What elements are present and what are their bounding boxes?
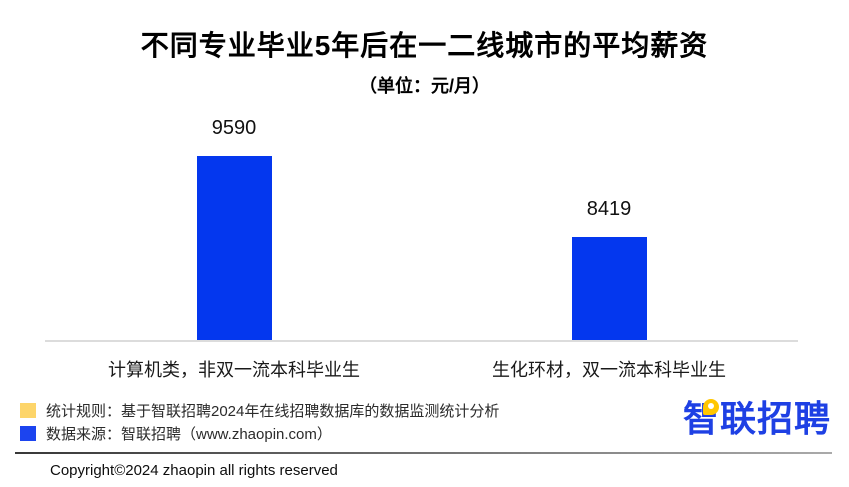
note-text: 数据来源：智联招聘（www.zhaopin.com）: [46, 426, 332, 443]
yellow-square-icon: [20, 403, 36, 418]
category-label-computer: 计算机类，非双一流本科毕业生: [108, 360, 360, 380]
bar-biochem: [571, 237, 647, 341]
x-axis-line: [45, 340, 798, 342]
chart-unit-subtitle: （单位：元/月）: [358, 76, 490, 96]
category-label-biochem: 生化环材，双一流本科毕业生: [492, 360, 726, 380]
footer-notes: 统计规则：基于智联招聘2024年在线招聘数据库的数据监测统计分析 数据来源：智联…: [20, 399, 499, 445]
bar-group-computer: 9590: [54, 116, 414, 341]
bar-value-label: 9590: [211, 117, 257, 139]
blue-square-icon: [20, 426, 36, 441]
bar-group-biochem: 8419: [429, 116, 789, 341]
zhaopin-logo: 智联招聘: [683, 396, 831, 442]
logo-yellow-balloon-icon: [702, 399, 719, 415]
note-row-statistics-rule: 统计规则：基于智联招聘2024年在线招聘数据库的数据监测统计分析: [20, 399, 499, 422]
note-row-data-source: 数据来源：智联招聘（www.zhaopin.com）: [20, 422, 499, 445]
chart-title: 不同专业毕业5年后在一二线城市的平均薪资: [140, 30, 709, 61]
bar-value-label: 8419: [586, 198, 632, 220]
copyright-text: Copyright©2024 zhaopin all rights reserv…: [50, 462, 338, 479]
bar-computer: [196, 156, 272, 341]
footer-divider: [15, 452, 832, 454]
note-text: 统计规则：基于智联招聘2024年在线招聘数据库的数据监测统计分析: [46, 403, 500, 420]
